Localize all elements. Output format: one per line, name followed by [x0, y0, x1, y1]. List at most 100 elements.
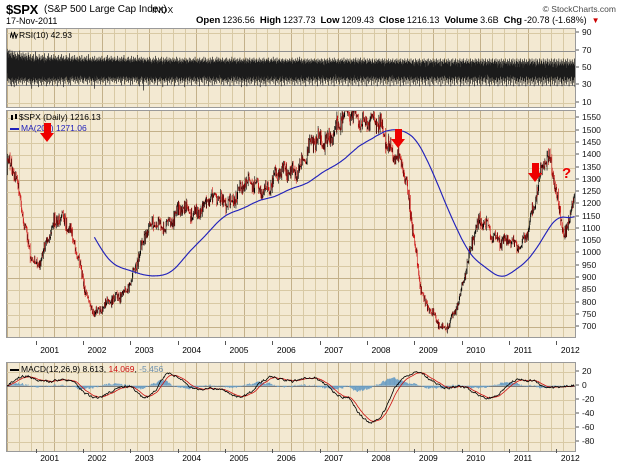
gridline [7, 229, 575, 230]
high-value: 1237.73 [282, 15, 316, 25]
down-caret-icon: ▼ [591, 16, 600, 25]
gridline-vertical [208, 111, 209, 337]
gridline-vertical [161, 363, 162, 451]
gridline [7, 327, 575, 328]
gridline-vertical [220, 363, 221, 451]
gridline-vertical [516, 363, 517, 451]
gridline-vertical [125, 363, 126, 451]
gridline-vertical [362, 111, 363, 337]
gridline-vertical [185, 363, 186, 451]
axis-label: 0 [582, 379, 587, 390]
gridline-vertical [208, 363, 209, 451]
x-axis-tick [319, 449, 321, 453]
x-axis-label: 2010 [466, 453, 486, 463]
gridline-vertical [54, 363, 55, 451]
axis-tick [576, 215, 579, 217]
axis-tick [576, 370, 579, 372]
gridline-vertical [102, 363, 103, 451]
axis-tick [576, 251, 579, 253]
open-label: Open [196, 15, 221, 26]
x-axis-tick [509, 341, 510, 345]
gridline-vertical [78, 111, 79, 337]
axis-tick [576, 166, 579, 167]
gridline-vertical [421, 363, 422, 451]
x-axis-tick [509, 449, 510, 453]
x-axis-label: 2004 [182, 345, 202, 355]
x-axis-label: 2006 [276, 345, 296, 355]
x-axis-tick [177, 449, 179, 453]
x-axis-tick [225, 449, 226, 453]
gridline-vertical [161, 111, 162, 337]
axis-label: 1300 [582, 173, 601, 184]
gridline [7, 143, 575, 144]
rsi-legend-label: RSI(10) [19, 30, 49, 40]
gridline-vertical [185, 111, 186, 337]
gridline-vertical [362, 363, 363, 451]
x-axis-label: 2008 [371, 345, 391, 355]
symbol-exchange: INDX [152, 5, 174, 15]
gridline-vertical [563, 111, 564, 337]
rsi-legend-value: 42.93 [50, 30, 72, 40]
x-axis-tick [556, 341, 558, 345]
close-label: Close [379, 15, 405, 26]
axis-label: 1100 [582, 222, 601, 233]
price-y-axis: 1550 1500 1450 1400 1350 1300 1250 1200 1150 1100… [576, 110, 620, 338]
x-axis-tick [461, 341, 463, 345]
volume-value: 3.6B [480, 15, 499, 25]
macd-plot-area [7, 363, 575, 451]
axis-label: 10 [582, 96, 592, 107]
x-axis-tick [319, 341, 321, 345]
macd-value: 8.613 [82, 364, 104, 374]
axis-tick [576, 190, 579, 192]
question-mark: ? [562, 165, 572, 182]
axis-label: 30 [582, 79, 592, 90]
arrow-stem [44, 123, 51, 134]
series-svg [7, 111, 575, 334]
axis-label: 1350 [582, 161, 601, 172]
axis-tick [576, 202, 579, 204]
x-axis-label: 2005 [229, 453, 249, 463]
gridline-vertical [66, 363, 67, 451]
gridline-vertical [31, 111, 32, 337]
gridline-vertical [445, 363, 446, 451]
gridline [7, 414, 575, 415]
gridline-vertical [256, 111, 257, 337]
axis-tick [576, 398, 579, 400]
axis-label: 70 [582, 44, 592, 55]
gridline [7, 155, 575, 156]
gridline-vertical [398, 363, 399, 451]
axis-tick [576, 83, 579, 85]
gridline [7, 103, 575, 104]
gridline-vertical [19, 111, 20, 337]
gridline [7, 372, 575, 373]
gridline [7, 266, 575, 267]
gridline [7, 278, 575, 279]
price-legend-label: $SPX (Daily) [19, 112, 68, 122]
price-plot-area [7, 111, 575, 337]
x-axis-tick [272, 449, 274, 453]
gridline [7, 315, 575, 316]
macd-sep-2: , [134, 364, 137, 374]
gridline [7, 192, 575, 193]
x-axis-label: 2006 [276, 453, 296, 463]
x-axis-tick [225, 341, 226, 345]
axis-label: 1200 [582, 198, 601, 209]
gridline-vertical [551, 363, 552, 451]
x-axis-labels-bottom: 2001 2002 2003 2004 2005 2006 2007 2008 2009 2010… [6, 449, 580, 465]
x-axis-tick [367, 341, 368, 345]
x-axis-tick [556, 449, 558, 453]
gridline-vertical [409, 111, 410, 337]
gridline-vertical [102, 111, 103, 337]
gridline-vertical [137, 363, 138, 451]
price-legend-value: 1216.13 [70, 112, 101, 122]
gridline-vertical [374, 363, 375, 451]
axis-label: 700 [582, 321, 597, 332]
low-label: Low [320, 15, 340, 26]
chg-value: -20.78 (-1.68%) [524, 15, 587, 25]
rsi-band-line [7, 85, 575, 86]
axis-tick [576, 325, 579, 327]
macd-zero-line [7, 386, 575, 387]
gridline-vertical [540, 111, 541, 337]
axis-label: -80 [582, 436, 595, 447]
x-axis-label: 2003 [134, 345, 154, 355]
